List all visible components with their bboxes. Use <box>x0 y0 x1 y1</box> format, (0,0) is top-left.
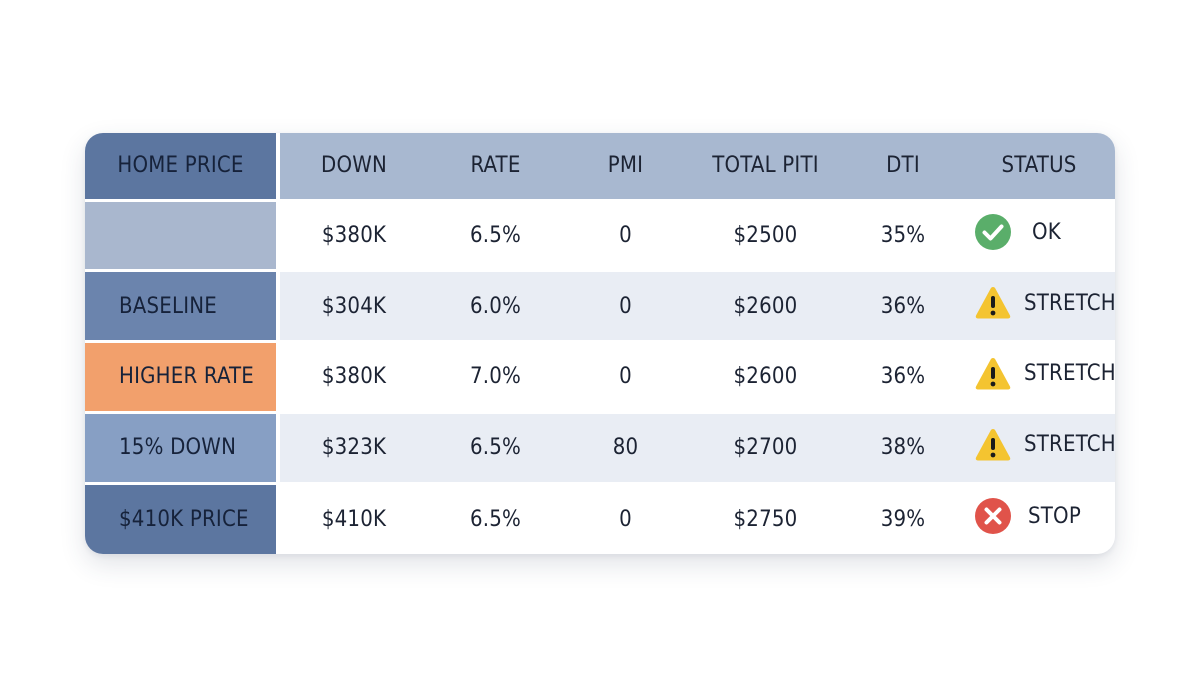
cell-rate: 7.0% <box>428 340 563 413</box>
scenario-table-card: HOME PRICE DOWN RATE PMI TOTAL PITI DTI … <box>85 133 1115 554</box>
cell-dti: 35% <box>843 198 963 271</box>
cell-pmi: 0 <box>563 481 688 554</box>
status-badge: STRETCH <box>974 355 1115 393</box>
cell-total-piti: $2750 <box>688 481 843 554</box>
cell-pmi: 0 <box>563 340 688 413</box>
scenario-label <box>85 198 280 271</box>
cell-status: STRETCH <box>963 340 1115 413</box>
status-label: STRETCH <box>1024 290 1115 316</box>
cell-status: STRETCH <box>963 410 1115 484</box>
scenario-table: HOME PRICE DOWN RATE PMI TOTAL PITI DTI … <box>85 133 1115 554</box>
status-badge: STRETCH <box>974 284 1115 322</box>
header-pmi[interactable]: PMI <box>563 133 688 200</box>
warning-triangle-icon <box>975 357 1011 390</box>
status-label: STOP <box>1028 503 1081 529</box>
cell-down: $410K <box>278 481 428 554</box>
scenario-label: 15% DOWN <box>85 410 280 484</box>
cell-total-piti: $2600 <box>688 269 843 342</box>
cell-dti: 38% <box>843 410 963 484</box>
cell-dti: 36% <box>843 340 963 413</box>
cell-status: STOP <box>963 481 1115 554</box>
cell-dti: 36% <box>843 269 963 342</box>
cell-rate: 6.5% <box>428 481 563 554</box>
scenario-label: HIGHER RATE <box>85 340 280 413</box>
status-label: OK <box>1032 219 1061 245</box>
scenario-label: $410K PRICE <box>85 481 280 554</box>
cell-status: STRETCH <box>963 269 1115 342</box>
cell-status: OK <box>963 198 1115 271</box>
status-label: STRETCH <box>1024 432 1115 458</box>
cell-pmi: 80 <box>563 410 688 484</box>
cell-pmi: 0 <box>563 269 688 342</box>
status-badge: OK <box>974 213 1104 251</box>
warning-triangle-icon <box>975 428 1011 461</box>
cell-down: $304K <box>278 269 428 342</box>
header-dti[interactable]: DTI <box>843 133 963 200</box>
cell-rate: 6.5% <box>428 198 563 271</box>
cell-down: $380K <box>278 198 428 271</box>
header-status[interactable]: STATUS <box>963 133 1115 200</box>
cell-down: $380K <box>278 340 428 413</box>
cell-total-piti: $2600 <box>688 340 843 413</box>
header-home-price[interactable]: HOME PRICE <box>85 133 280 200</box>
cell-rate: 6.0% <box>428 269 563 342</box>
cell-total-piti: $2500 <box>688 198 843 271</box>
status-badge: STRETCH <box>974 426 1115 464</box>
status-badge: STOP <box>974 497 1104 535</box>
scenario-label: BASELINE <box>85 269 280 342</box>
table-row[interactable]: BASELINE $304K 6.0% 0 $2600 36% STRETCH <box>85 269 1115 342</box>
cell-total-piti: $2700 <box>688 410 843 484</box>
header-total-piti[interactable]: TOTAL PITI <box>688 133 843 200</box>
table-row[interactable]: HIGHER RATE $380K 7.0% 0 $2600 36% STRETCH <box>85 340 1115 413</box>
cell-down: $323K <box>278 410 428 484</box>
table-body: $380K 6.5% 0 $2500 35% OK BASELINE $304K 6.0% 0 $2… <box>85 198 1115 554</box>
header-down[interactable]: DOWN <box>278 133 428 200</box>
cell-rate: 6.5% <box>428 410 563 484</box>
table-row[interactable]: $380K 6.5% 0 $2500 35% OK <box>85 198 1115 271</box>
table-header-row: HOME PRICE DOWN RATE PMI TOTAL PITI DTI … <box>85 133 1115 200</box>
cell-dti: 39% <box>843 481 963 554</box>
header-rate[interactable]: RATE <box>428 133 563 200</box>
table-row[interactable]: 15% DOWN $323K 6.5% 80 $2700 38% STRETCH <box>85 410 1115 484</box>
check-circle-icon <box>975 214 1011 251</box>
table-row[interactable]: $410K PRICE $410K 6.5% 0 $2750 39% STOP <box>85 481 1115 554</box>
x-circle-icon <box>975 498 1011 535</box>
cell-pmi: 0 <box>563 198 688 271</box>
warning-triangle-icon <box>975 287 1011 319</box>
status-label: STRETCH <box>1024 361 1115 387</box>
